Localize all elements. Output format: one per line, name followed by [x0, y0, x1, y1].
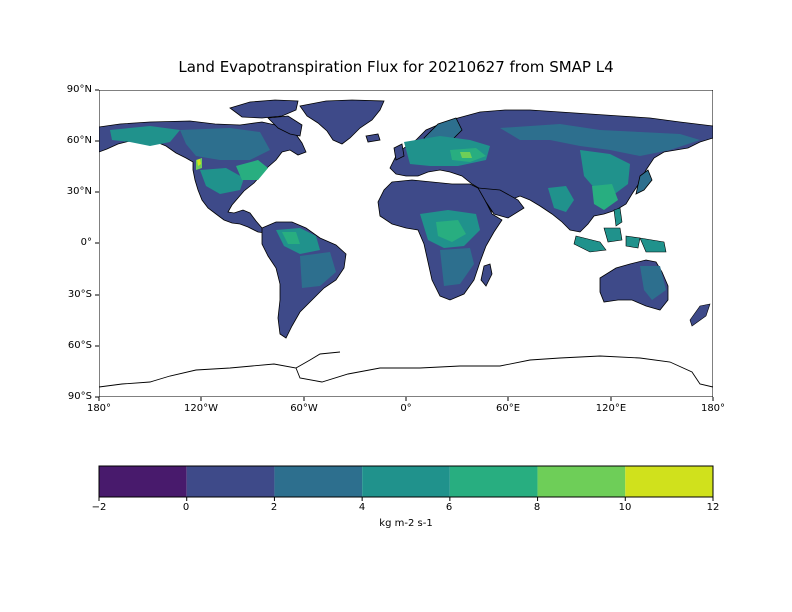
map-panel	[99, 90, 713, 397]
colorbar-tick-label: 6	[445, 502, 453, 513]
lat-tick-marks	[95, 89, 99, 398]
colorbar-tick-label: 8	[533, 502, 541, 513]
landmass-antarctica	[99, 355, 713, 388]
et-high-patches	[110, 124, 700, 300]
colorbar-bin	[362, 466, 450, 497]
lat-tick-label: 60°N	[66, 135, 92, 146]
colorbar-tick-label: 2	[270, 502, 278, 513]
lon-tick-label: 180°	[86, 403, 112, 414]
lon-tick-label: 180°	[700, 403, 726, 414]
landmass-baffin	[267, 115, 303, 137]
landmass-antarctic-peninsula	[295, 351, 341, 369]
landmass-british-isles	[393, 143, 405, 161]
colorbar-bin	[274, 466, 363, 497]
colorbar-tick-label: 10	[618, 502, 632, 513]
colorbar-tick-label: −2	[91, 502, 107, 513]
lat-tick-label: 60°S	[67, 340, 92, 351]
lon-tick-label: 120°W	[184, 403, 218, 414]
landmass-philippines	[613, 207, 623, 227]
lon-tick-label: 120°E	[595, 403, 627, 414]
colorbar-tick-marks	[98, 497, 714, 501]
landmass-new-zealand	[689, 303, 711, 327]
lon-tick-label: 0°	[400, 403, 412, 414]
landmass-iceland	[365, 133, 381, 143]
colorbar-tick-label: 0	[182, 502, 190, 513]
landmass-arctic-islands	[229, 99, 299, 119]
colorbar-bin	[99, 466, 187, 497]
map-title: Land Evapotranspiration Flux for 2021062…	[178, 58, 614, 76]
lon-tick-label: 60°E	[495, 403, 521, 414]
landmass-madagascar	[480, 263, 493, 287]
lon-tick-label: 60°W	[290, 403, 318, 414]
lon-tick-marks	[98, 397, 714, 401]
landmass-greenland	[299, 99, 385, 145]
colorbar-tick-label: 12	[706, 502, 720, 513]
landmass-japan	[635, 169, 653, 195]
colorbar-unit-label: kg m-2 s-1	[379, 518, 433, 529]
lat-tick-label: 30°N	[66, 186, 92, 197]
colorbar	[99, 466, 713, 497]
colorbar-bin	[186, 466, 275, 497]
colorbar-bin	[449, 466, 538, 497]
landmass-indonesia	[573, 227, 667, 253]
landmass-arabia	[477, 187, 525, 219]
lat-tick-label: 90°N	[66, 84, 92, 95]
colorbar-bin	[625, 466, 713, 497]
colorbar-bin	[537, 466, 626, 497]
lat-tick-label: 30°S	[67, 289, 92, 300]
colorbar-tick-label: 4	[358, 502, 366, 513]
lat-tick-label: 0°	[80, 237, 92, 248]
lat-tick-label: 90°S	[67, 391, 92, 402]
colorbar-frame	[98, 465, 714, 498]
